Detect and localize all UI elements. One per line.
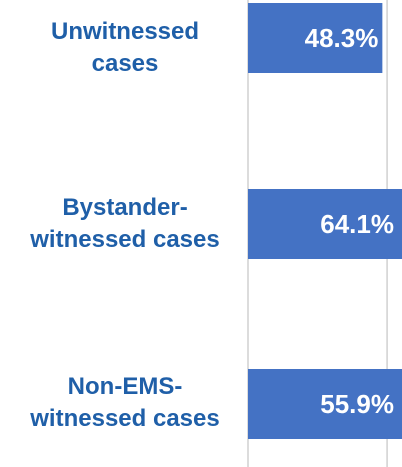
category-label: Non-EMS-witnessed cases	[30, 373, 220, 432]
bar	[248, 3, 383, 73]
bar	[248, 369, 402, 439]
bar	[248, 189, 402, 259]
value-label: 64.1%	[320, 209, 394, 239]
value-label: 48.3%	[305, 23, 379, 53]
category-label: Unwitnessed cases	[50, 18, 200, 77]
value-label: 55.9%	[320, 389, 394, 419]
category-label: Bystander-witnessed cases	[30, 194, 220, 253]
